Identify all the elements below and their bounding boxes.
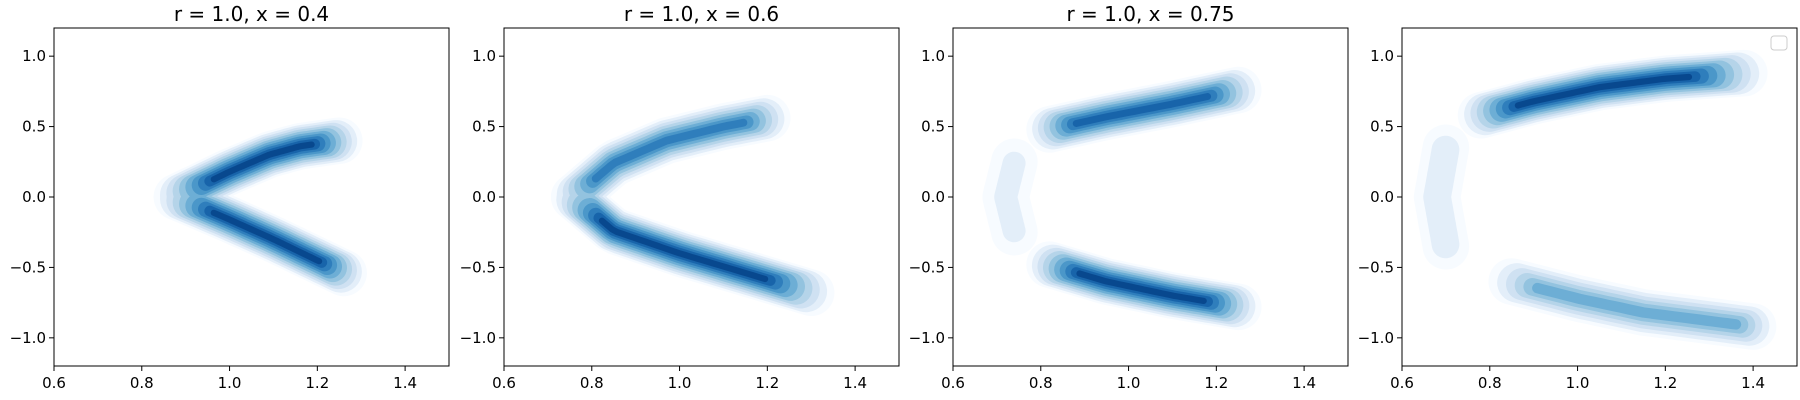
y-tick-label: 0.5 [472, 118, 496, 136]
y-tick-label: 0.0 [921, 188, 945, 206]
x-tick-label: 1.0 [1566, 374, 1590, 392]
x-tick-label: 0.6 [42, 374, 66, 392]
y-tick-label: 0.5 [921, 118, 945, 136]
x-tick-label: 1.4 [1292, 374, 1316, 392]
density-level-1-arm-3 [1423, 135, 1460, 259]
legend-box [1770, 35, 1788, 51]
x-tick-label: 1.2 [1653, 374, 1677, 392]
density-level-9-arm-2 [210, 209, 323, 265]
y-tick-label: 1.0 [1370, 47, 1394, 65]
x-tick-label: 0.8 [1029, 374, 1053, 392]
y-tick-label: 1.0 [22, 47, 46, 65]
y-tick-label: −0.5 [10, 258, 46, 276]
y-tick-label: −1.0 [10, 329, 46, 347]
x-tick-label: 1.0 [668, 374, 692, 392]
y-tick-label: 0.5 [22, 118, 46, 136]
x-tick-label: 0.6 [941, 374, 965, 392]
x-tick-label: 1.4 [1741, 374, 1765, 392]
x-tick-label: 1.0 [218, 374, 242, 392]
density-level-9-arm-2 [1076, 270, 1207, 304]
density-area [153, 117, 367, 297]
axes-frame [53, 27, 450, 367]
density-level-9-arm-1 [1514, 73, 1693, 109]
panel-4: 0.6 0.8 1.0 1.2 1.4 −1.0 −0.5 0.0 0.5 1.0 [1358, 27, 1798, 392]
y-tick-label: −1.0 [1358, 329, 1394, 347]
density-level-9-arm-2 [598, 217, 769, 283]
y-tick-label: 0.0 [1370, 188, 1394, 206]
y-tick-label: −1.0 [909, 329, 945, 347]
x-tick-label: 1.4 [843, 374, 867, 392]
x-tick-label: 0.6 [492, 374, 516, 392]
y-tick-label: 1.0 [921, 47, 945, 65]
density-area [550, 94, 835, 317]
y-tick-label: 0.0 [22, 188, 46, 206]
y-tick-label: −0.5 [909, 258, 945, 276]
y-tick-label: 0.0 [472, 188, 496, 206]
density-level-7-arm-1 [591, 118, 748, 183]
y-tick-label: 0.5 [1370, 118, 1394, 136]
panel-1: 0.6 0.8 1.0 1.2 1.4 −1.0 −0.5 0.0 0.5 1.0 r = 1.0,… [10, 2, 450, 392]
density-area [982, 66, 1262, 331]
x-tick-label: 0.8 [130, 374, 154, 392]
panel-2: 0.6 0.8 1.0 1.2 1.4 −1.0 −0.5 0.0 0.5 1.0 r = 1.0,… [460, 2, 900, 392]
x-tick-label: 0.8 [580, 374, 604, 392]
y-tick-label: 1.0 [472, 47, 496, 65]
density-area [1413, 49, 1777, 350]
panel-title: r = 1.0, x = 0.4 [174, 2, 329, 26]
density-level-9-arm-1 [210, 141, 315, 183]
density-level-8-arm-1 [1072, 93, 1212, 127]
x-tick-label: 1.2 [1204, 374, 1228, 392]
panel-title: r = 1.0, x = 0.75 [1066, 2, 1234, 26]
x-tick-label: 1.2 [755, 374, 779, 392]
panel-title: r = 1.0, x = 0.6 [624, 2, 779, 26]
density-level-5-arm-2 [1532, 282, 1742, 330]
panel-3: 0.6 0.8 1.0 1.2 1.4 −1.0 −0.5 0.0 0.5 1.0 r = 1.0,… [909, 2, 1349, 392]
y-tick-label: −0.5 [1358, 258, 1394, 276]
x-tick-label: 1.0 [1117, 374, 1141, 392]
y-tick-label: −0.5 [460, 258, 496, 276]
x-tick-label: 1.4 [393, 374, 417, 392]
x-tick-label: 1.2 [305, 374, 329, 392]
y-tick-label: −1.0 [460, 329, 496, 347]
x-tick-label: 0.6 [1390, 374, 1414, 392]
x-tick-label: 0.8 [1478, 374, 1502, 392]
density-level-1-arm-3 [994, 151, 1026, 243]
